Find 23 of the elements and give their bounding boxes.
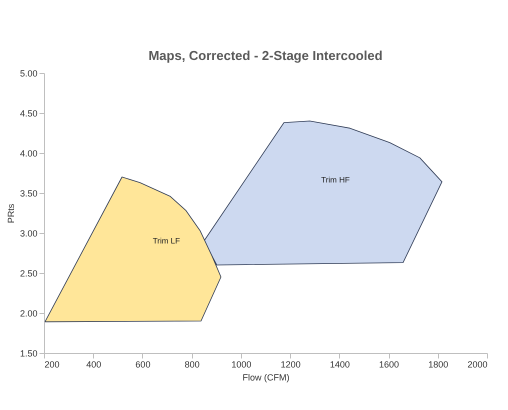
x-tick-label: 1800 bbox=[428, 360, 448, 370]
x-axis-title: Flow (CFM) bbox=[242, 372, 290, 382]
chart-title: Maps, Corrected - 2-Stage Intercooled bbox=[148, 48, 383, 63]
y-tick-label: 2.50 bbox=[20, 268, 38, 278]
x-tick-label: 800 bbox=[184, 360, 200, 370]
x-tick-label: 200 bbox=[44, 360, 60, 370]
x-tick-label: 400 bbox=[86, 360, 102, 370]
y-tick-label: 3.00 bbox=[20, 228, 38, 238]
x-tick-label: 1200 bbox=[280, 360, 301, 370]
x-tick-label: 600 bbox=[135, 360, 150, 370]
y-tick-label: 4.00 bbox=[20, 148, 38, 158]
x-tick-label: 1600 bbox=[379, 360, 400, 370]
y-axis-title: PRts bbox=[6, 203, 16, 224]
y-tick-label: 5.00 bbox=[20, 68, 38, 78]
x-tick-label: 1000 bbox=[231, 360, 252, 370]
series-label: Trim HF bbox=[321, 175, 350, 184]
y-tick-label: 4.50 bbox=[20, 108, 38, 118]
y-tick-label: 1.50 bbox=[20, 348, 38, 358]
series-label: Trim LF bbox=[152, 236, 180, 246]
x-tick-label: 1400 bbox=[330, 360, 350, 370]
y-tick-label: 3.50 bbox=[20, 188, 38, 198]
x-tick-label: 2000 bbox=[467, 360, 488, 370]
y-tick-label: 2.00 bbox=[20, 308, 38, 318]
